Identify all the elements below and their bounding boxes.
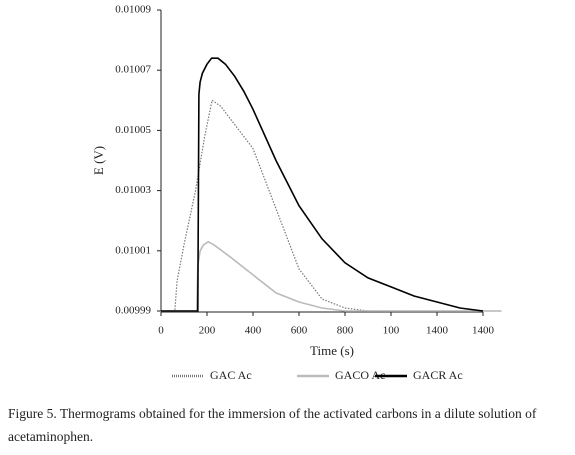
series-line [161,240,502,312]
series-line [161,57,484,312]
caption: Figure 5. Thermograms obtained for the i… [8,406,537,444]
x-tick-label: 800 [337,325,354,337]
x-tick-label: 100 [383,325,400,337]
y-tick-label: 0.01001 [115,244,151,256]
x-tick-label: 0 [158,325,164,337]
y-tick-label: 0.00999 [115,305,151,317]
x-tick-label: 200 [199,325,216,337]
y-axis-label: E (V) [91,146,106,175]
x-tick-label: 1400 [426,325,449,337]
x-tick-label: 1400 [472,325,495,337]
series-line [161,99,502,312]
legend-label: GACR Ac [413,368,463,382]
y-tick-label: 0.01007 [115,64,151,76]
y-tick-label: 0.01009 [115,4,151,16]
chart: Time (s) E (V) 0.00999 0.01001 0.01003 0.01… [91,4,502,382]
y-tick-label: 0.01005 [115,124,151,136]
x-tick-label: 600 [291,325,308,337]
y-tick-label: 0.01003 [115,184,151,196]
x-axis-label: Time (s) [310,343,354,358]
legend-label: GACO Ac [335,368,385,382]
legend-label: GAC Ac [210,368,252,382]
x-tick-label: 400 [245,325,262,337]
